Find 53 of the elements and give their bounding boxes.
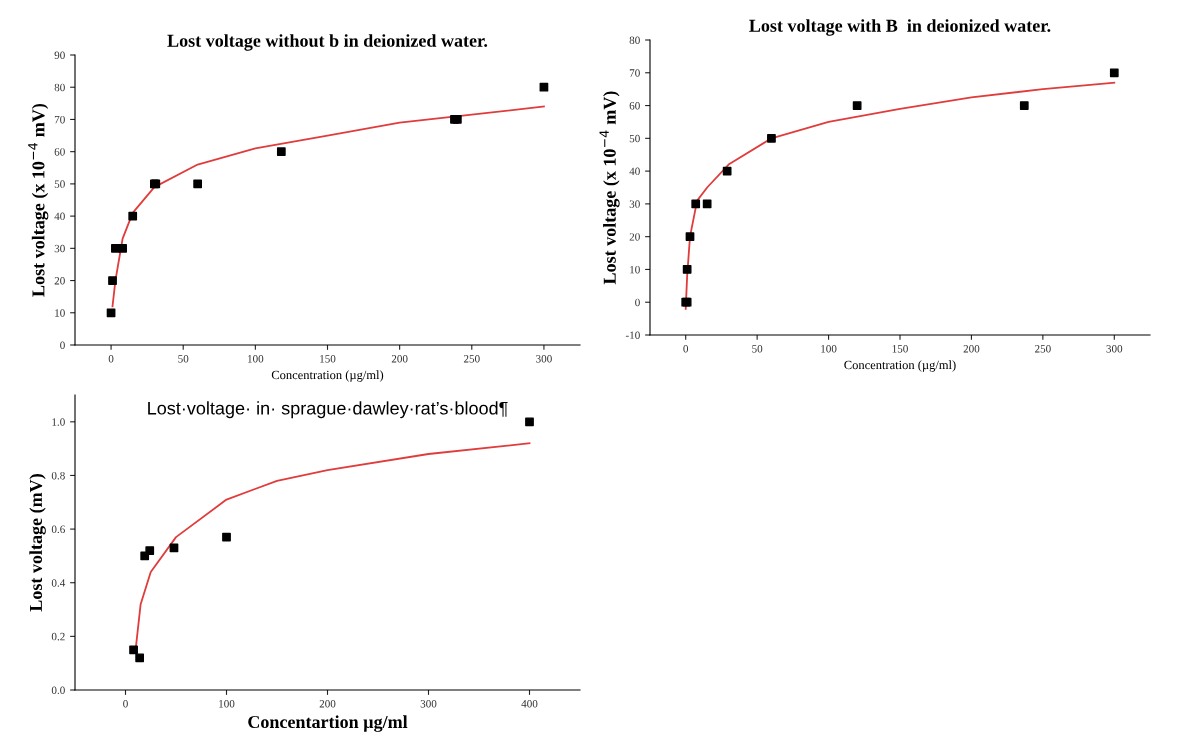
x-tick-label: 300 bbox=[536, 355, 552, 363]
x-tick-label: 250 bbox=[463, 355, 480, 363]
x-tick-label: 50 bbox=[178, 355, 189, 363]
x-axis-title: Concentartion µg/ml bbox=[248, 715, 408, 732]
x-tick-label: 250 bbox=[1035, 345, 1051, 353]
x-tick-label: 300 bbox=[1106, 345, 1123, 353]
x-axis-title: Concentration (µg/ml) bbox=[844, 360, 956, 372]
x-tick-label: 200 bbox=[319, 700, 336, 708]
x-tick-label: 0 bbox=[683, 345, 689, 353]
chart-title: Lost·voltage· in· sprague·dawley·rat’s·blood¶ bbox=[148, 401, 508, 419]
y-tick-label: 70 bbox=[54, 115, 65, 124]
y-tick-label: 60 bbox=[54, 148, 65, 156]
x-tick-label: 200 bbox=[963, 345, 980, 353]
y-tick-label: 50 bbox=[629, 134, 640, 143]
y-tick-label: 0 bbox=[635, 298, 640, 307]
y-tick-label: -10 bbox=[625, 331, 640, 339]
y-tick-label: 0.6 bbox=[51, 525, 65, 534]
y-tick-label: 80 bbox=[629, 36, 640, 44]
x-tick-label: 200 bbox=[391, 355, 408, 363]
y-tick-label: 1.0 bbox=[52, 418, 65, 426]
y-tick-label: 10 bbox=[55, 309, 65, 317]
y-tick-label: 0.2 bbox=[51, 632, 65, 641]
y-tick-label: 80 bbox=[54, 83, 65, 92]
x-tick-label: 0 bbox=[108, 355, 114, 363]
y-tick-label: 20 bbox=[629, 233, 640, 241]
y-tick-label: 40 bbox=[54, 212, 65, 221]
y-tick-label: 60 bbox=[629, 102, 640, 110]
y-tick-label: 10 bbox=[630, 265, 640, 274]
x-tick-label: 150 bbox=[892, 345, 908, 353]
chart-title: Lost voltage with B in deionized water. bbox=[749, 19, 1051, 36]
x-tick-label: 300 bbox=[420, 700, 437, 708]
x-axis-title: Concentration (µg/ml) bbox=[271, 370, 384, 382]
x-tick-label: 100 bbox=[821, 345, 837, 353]
y-tick-label: 90 bbox=[54, 51, 65, 59]
y-tick-label: 30 bbox=[629, 200, 640, 208]
x-tick-label: 400 bbox=[521, 700, 538, 708]
x-tick-label: 100 bbox=[219, 700, 235, 708]
y-tick-label: 50 bbox=[54, 180, 65, 188]
y-tick-label: 70 bbox=[629, 69, 640, 77]
y-tick-label: 30 bbox=[54, 244, 65, 253]
chart-title: Lost voltage without b in deionized water. bbox=[167, 34, 488, 51]
y-tick-label: 0.8 bbox=[51, 471, 65, 480]
x-tick-label: 50 bbox=[752, 345, 763, 353]
y-tick-label: 40 bbox=[629, 167, 640, 176]
y-axis-title: Lost voltage (mV) bbox=[29, 474, 46, 612]
x-tick-label: 100 bbox=[248, 355, 264, 363]
y-tick-label: 20 bbox=[54, 277, 65, 285]
y-tick-label: 0.4 bbox=[51, 579, 66, 587]
x-tick-label: 0 bbox=[123, 700, 128, 708]
y-tick-label: 0.0 bbox=[51, 686, 65, 695]
x-tick-label: 150 bbox=[320, 355, 336, 363]
y-axis-title: Lost voltage (x 10$^{−4}$ mV) bbox=[28, 103, 49, 297]
y-axis-title: Lost voltage (x 10$^{−4}$ mV) bbox=[599, 91, 620, 285]
